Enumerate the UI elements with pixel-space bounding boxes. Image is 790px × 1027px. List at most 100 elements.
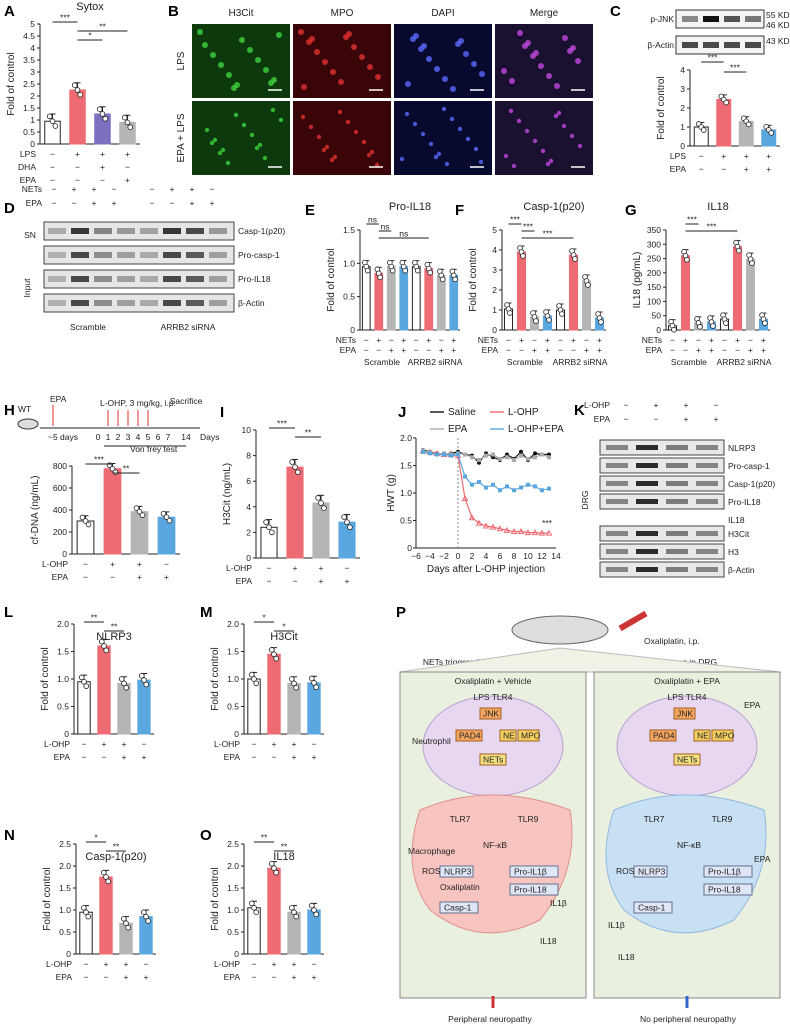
panel-letter: P	[396, 604, 406, 621]
cell-signal	[503, 153, 509, 159]
data-point	[49, 118, 56, 124]
blot-band	[636, 481, 658, 486]
panel-letter: F	[455, 202, 464, 219]
cell-signal	[345, 119, 351, 125]
condition-sign: +	[210, 198, 215, 208]
data-point	[311, 907, 317, 913]
data-point	[127, 124, 134, 130]
node-label: PAD4	[459, 731, 481, 741]
data-point	[512, 488, 516, 493]
panel-letter: M	[200, 604, 213, 621]
data-point	[269, 529, 275, 536]
node-box	[509, 883, 559, 896]
cell-signal	[546, 73, 552, 79]
cell-signal	[418, 46, 424, 52]
y-tick-label: 300	[647, 239, 661, 249]
data-point	[519, 449, 523, 454]
condition-sign: −	[50, 175, 55, 185]
condition-label: L-OHP	[584, 400, 610, 410]
condition-sign: −	[624, 400, 629, 410]
data-point	[291, 680, 297, 687]
blot-band	[94, 228, 112, 234]
condition-sign: +	[164, 572, 169, 582]
blot-band	[186, 300, 204, 306]
cell-signal	[314, 49, 320, 55]
panel-N: N Casp-1(p20) 0 0.5 1.0 1.5 2.0 2.5 Fold of cont…	[0, 0, 156, 982]
panel-letter: C	[610, 3, 621, 20]
condition-sign: +	[319, 563, 324, 573]
bar	[287, 911, 301, 955]
data-point	[697, 324, 703, 330]
node-label: Pro-IL1β	[708, 867, 741, 877]
condition-sign: +	[292, 972, 297, 982]
condition-label: NETs	[22, 184, 42, 194]
group-label: Scramble	[507, 357, 543, 367]
x-tick-label: −4	[425, 551, 435, 561]
blot-band	[140, 252, 158, 258]
bar	[307, 909, 321, 955]
node-label: NLRP3	[444, 867, 472, 877]
condition-sign: −	[506, 345, 511, 355]
condition-sign: +	[683, 335, 688, 345]
condition-sign: −	[414, 345, 419, 355]
condition-sign: −	[150, 198, 155, 208]
blot-band	[666, 445, 688, 450]
data-point	[85, 521, 92, 528]
significance-label: ns	[399, 229, 408, 239]
data-point	[341, 514, 347, 520]
bar	[99, 876, 113, 955]
y-tick-label: 0	[350, 325, 355, 335]
condition-sign: −	[699, 151, 704, 161]
condition-sign: −	[558, 335, 563, 345]
cell-signal	[463, 51, 469, 57]
y-tick-label: 0	[680, 141, 685, 151]
cell-signal	[410, 36, 416, 42]
condition-sign: +	[292, 959, 297, 969]
node-label: JNK	[677, 709, 693, 719]
blot-band	[666, 567, 688, 572]
condition-sign: +	[519, 335, 524, 345]
cell-signal	[420, 131, 426, 137]
data-point	[526, 456, 530, 461]
condition-label: EPA	[340, 345, 357, 355]
significance-label: ***	[542, 518, 553, 528]
condition-sign: −	[414, 335, 419, 345]
condition-sign: −	[50, 162, 55, 172]
cell-signal	[220, 147, 226, 153]
cell-signal	[247, 47, 253, 53]
y-tick-label: 0.5	[227, 927, 239, 937]
blot-strip	[599, 543, 725, 560]
data-point	[143, 681, 150, 688]
data-point	[105, 878, 112, 885]
panel-letter: D	[4, 200, 15, 217]
significance-label: ***	[277, 419, 288, 429]
data-point	[125, 924, 132, 931]
data-point	[736, 247, 742, 254]
group-label: Scramble	[70, 322, 106, 332]
micrograph-row-label: EPA + LPS	[176, 113, 187, 162]
significance-label: ns	[381, 222, 390, 232]
cell-signal	[575, 58, 581, 64]
group-label: ARRB2 siRNA	[408, 357, 463, 367]
y-tick-label: 400	[53, 505, 67, 515]
panel-letter: M	[0, 0, 13, 4]
condition-sign: +	[545, 345, 550, 355]
condition-sign: −	[699, 164, 704, 174]
cell-signal	[569, 133, 575, 139]
y-tick-label: 2.0	[59, 861, 71, 871]
blot-band	[666, 481, 688, 486]
condition-sign: +	[735, 335, 740, 345]
data-point	[103, 874, 109, 880]
data-point	[163, 514, 170, 520]
y-axis-label: Fold of control	[210, 867, 221, 930]
y-tick-label: 0	[30, 139, 35, 149]
y-tick-label: 1.0	[227, 905, 239, 915]
blot-band	[636, 531, 658, 536]
condition-sign: −	[252, 739, 257, 749]
data-point	[463, 474, 467, 479]
data-point	[82, 518, 89, 524]
series-line	[422, 450, 549, 534]
y-tick-label: 2.5	[59, 839, 71, 849]
condition-sign: +	[714, 414, 719, 424]
data-point	[139, 512, 146, 518]
